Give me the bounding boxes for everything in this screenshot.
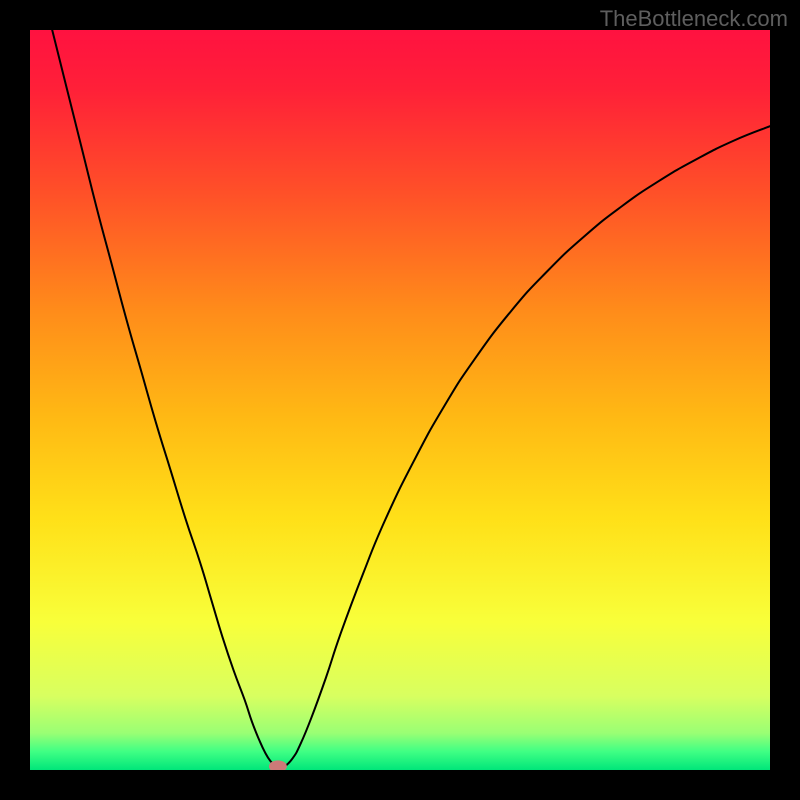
gradient-background [30,30,770,770]
chart-container: TheBottleneck.com [0,0,800,800]
chart-svg [30,30,770,770]
plot-area [30,30,770,770]
watermark-text: TheBottleneck.com [600,6,788,32]
